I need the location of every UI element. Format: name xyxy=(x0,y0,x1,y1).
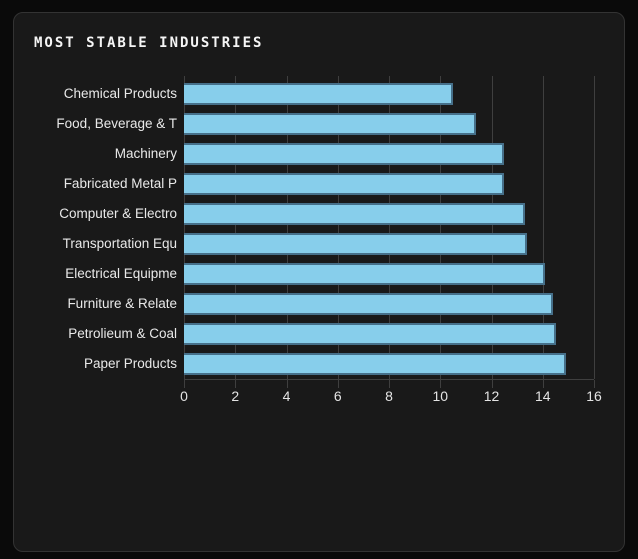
plot-area: 0 2 4 6 8 10 12 14 16 xyxy=(180,76,602,404)
y-axis-label: Machinery xyxy=(114,146,177,161)
x-tick-label: 4 xyxy=(282,388,291,404)
bar[interactable] xyxy=(184,83,454,105)
x-tick-mark xyxy=(491,380,493,388)
y-axis-label: Transportation Equ xyxy=(62,236,177,251)
x-tick-label: 14 xyxy=(534,388,551,404)
x-tick-mark xyxy=(440,380,442,388)
gridline xyxy=(286,76,288,379)
x-tick-mark xyxy=(337,380,339,388)
x-tick-label: 16 xyxy=(586,388,602,404)
x-tick-label: 6 xyxy=(333,388,342,404)
x-axis-line xyxy=(184,379,594,380)
y-axis-label: Computer & Electro xyxy=(59,206,177,221)
gridline xyxy=(337,76,339,379)
y-axis-label: Furniture & Relate xyxy=(67,296,177,311)
y-axis-label: Petrolieum & Coal xyxy=(68,326,177,341)
gridline xyxy=(491,76,493,379)
bar[interactable] xyxy=(184,293,553,315)
gridline xyxy=(389,76,390,379)
y-axis-label: Fabricated Metal P xyxy=(63,176,177,191)
bar[interactable] xyxy=(184,233,528,255)
chart-title: MOST STABLE INDUSTRIES xyxy=(34,35,264,51)
gridline xyxy=(184,76,185,379)
x-tick-mark xyxy=(235,380,237,388)
y-axis-label: Electrical Equipme xyxy=(65,266,177,281)
x-tick-label: 12 xyxy=(483,388,500,404)
bar[interactable] xyxy=(184,323,556,345)
bar[interactable] xyxy=(184,143,505,165)
x-tick-label: 0 xyxy=(180,388,188,404)
x-tick-mark xyxy=(184,380,185,388)
x-tick-label: 10 xyxy=(432,388,449,404)
gridline xyxy=(594,76,595,379)
y-axis-label: Paper Products xyxy=(83,356,177,371)
gridline xyxy=(542,76,544,379)
x-tick-mark xyxy=(542,380,544,388)
gridline xyxy=(235,76,237,379)
x-tick-label: 8 xyxy=(385,388,393,404)
chart-card: MOST STABLE INDUSTRIES Chemical Products… xyxy=(13,12,625,552)
bar[interactable] xyxy=(184,263,546,285)
y-axis-label: Chemical Products xyxy=(63,86,177,101)
x-tick-mark xyxy=(594,380,595,388)
bar[interactable] xyxy=(184,173,505,195)
y-axis-label: Food, Beverage & T xyxy=(56,116,177,131)
gridline xyxy=(440,76,442,379)
y-axis-labels: Chemical Products Food, Beverage & T Machi… xyxy=(26,76,177,379)
x-tick-mark xyxy=(389,380,390,388)
bar[interactable] xyxy=(184,113,477,135)
x-tick-mark xyxy=(286,380,288,388)
bar[interactable] xyxy=(184,203,525,225)
x-tick-label: 2 xyxy=(231,388,240,404)
bar[interactable] xyxy=(184,353,566,375)
